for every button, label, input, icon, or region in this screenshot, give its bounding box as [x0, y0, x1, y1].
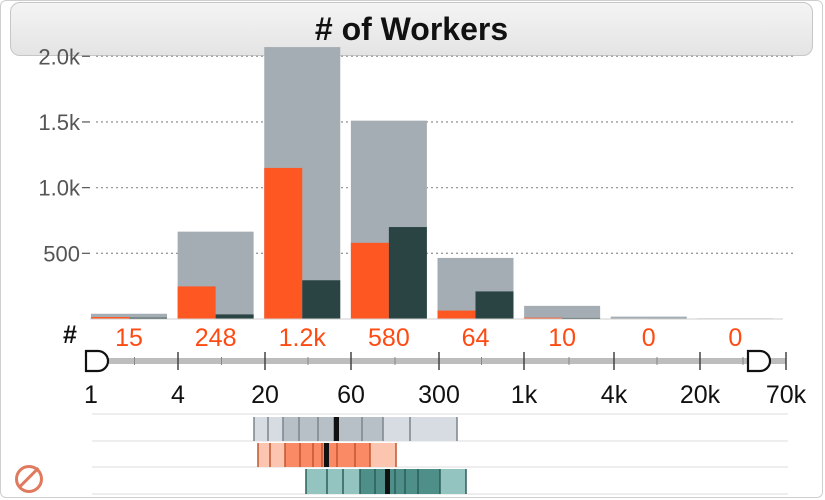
- count-label: 15: [115, 324, 143, 352]
- range-tick-label: 1: [84, 381, 98, 409]
- count-symbol: #: [63, 321, 77, 349]
- selected-bar[interactable]: [350, 242, 389, 319]
- count-label: 248: [195, 324, 237, 352]
- count-label: 10: [548, 324, 576, 352]
- comparison-bar[interactable]: [302, 280, 341, 319]
- total-bar[interactable]: [610, 316, 687, 319]
- range-tick-label: 4k: [601, 381, 628, 409]
- range-tick-label: 20: [251, 381, 279, 409]
- total-distribution-core: [283, 417, 383, 441]
- count-label: 0: [728, 324, 742, 352]
- y-tick-label: 500: [43, 241, 80, 266]
- selected-bar[interactable]: [524, 317, 563, 319]
- count-label: 580: [368, 324, 410, 352]
- selected-distribution-median: [324, 443, 329, 467]
- comparison-bar[interactable]: [562, 317, 601, 319]
- range-tick-label: 20k: [680, 381, 721, 409]
- panel-title-bar: # of Workers: [10, 2, 813, 56]
- range-handle-left[interactable]: [84, 349, 110, 373]
- selected-bar[interactable]: [264, 167, 303, 319]
- range-tick-label: 1k: [511, 381, 538, 409]
- comparison-bar[interactable]: [215, 314, 254, 319]
- selected-bar[interactable]: [91, 317, 129, 319]
- panel-title: # of Workers: [314, 10, 509, 47]
- comparison-bar[interactable]: [388, 227, 427, 319]
- y-tick-label: 1.0k: [38, 176, 81, 201]
- range-tick-label: 4: [171, 381, 185, 409]
- selected-bar[interactable]: [437, 310, 476, 319]
- y-tick-label: 1.5k: [38, 110, 81, 135]
- total-bar[interactable]: [524, 305, 601, 319]
- comparison-distribution-core: [360, 469, 440, 494]
- comparison-distribution-median: [385, 469, 390, 494]
- count-label: 64: [462, 324, 490, 352]
- clear-filter-icon[interactable]: [12, 462, 46, 496]
- range-tick-label: 60: [337, 381, 365, 409]
- y-tick-label: 2.0k: [38, 44, 81, 69]
- count-label: 0: [642, 324, 656, 352]
- comparison-bar[interactable]: [129, 317, 167, 319]
- count-label: 1.2k: [279, 324, 327, 352]
- selected-bar[interactable]: [177, 286, 216, 319]
- range-tick-label: 70k: [766, 381, 807, 409]
- total-bar[interactable]: [91, 313, 167, 319]
- range-tick-label: 300: [418, 381, 460, 409]
- range-handle-right[interactable]: [746, 349, 772, 373]
- total-distribution-median: [334, 417, 339, 441]
- comparison-bar[interactable]: [475, 291, 514, 319]
